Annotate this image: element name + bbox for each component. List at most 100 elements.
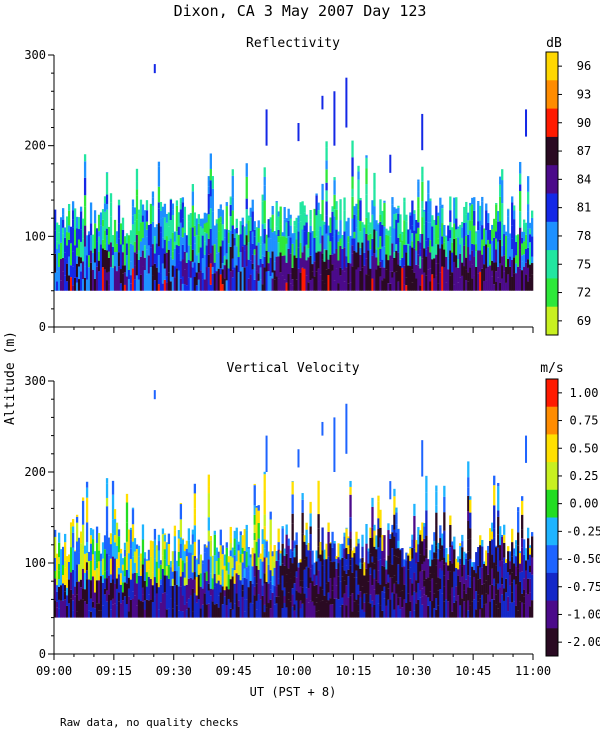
field-cell — [459, 545, 462, 559]
field-cell — [309, 219, 312, 226]
field-cell — [187, 607, 191, 618]
field-cell — [499, 239, 502, 264]
field-cell — [69, 277, 73, 291]
field-cell — [145, 560, 149, 573]
field-cell — [397, 222, 400, 238]
field-cell — [197, 223, 200, 236]
field-cell — [95, 562, 99, 569]
field-cell — [85, 604, 89, 618]
field-cell — [345, 221, 348, 231]
field-cell — [79, 587, 83, 600]
field-cell — [309, 209, 312, 220]
field-cell — [483, 264, 486, 281]
field-cell — [91, 529, 95, 540]
field-cell — [257, 228, 260, 243]
field-cell — [125, 583, 129, 605]
field-cell — [473, 562, 476, 571]
field-cell — [191, 579, 195, 589]
field-cell — [385, 560, 388, 570]
field-cell — [501, 256, 504, 266]
field-cell — [143, 222, 147, 246]
field-cell — [431, 246, 434, 260]
field-cell — [323, 572, 326, 596]
field-cell — [133, 562, 137, 573]
field-cell — [515, 566, 518, 576]
field-cell — [243, 529, 246, 546]
field-cell — [133, 207, 137, 215]
field-cell — [207, 180, 210, 187]
field-cell — [363, 611, 366, 618]
field-cell — [255, 227, 258, 246]
field-cell — [459, 605, 462, 618]
field-cell — [277, 560, 280, 579]
field-cell — [91, 252, 95, 270]
field-cell — [181, 237, 185, 245]
field-cell — [331, 206, 334, 212]
field-cell — [473, 210, 476, 226]
field-cell — [115, 605, 119, 618]
field-cell — [297, 247, 300, 269]
field-cell — [295, 279, 298, 291]
field-cell — [261, 194, 264, 202]
field-cell — [479, 226, 482, 251]
field-cell — [411, 539, 414, 548]
field-cell — [427, 605, 430, 618]
field-cell — [61, 257, 65, 272]
field-cell — [437, 605, 440, 618]
field-cell — [315, 602, 318, 612]
field-cell — [241, 584, 244, 591]
field-cell — [395, 548, 398, 557]
field-cell — [317, 210, 320, 231]
field-cell — [131, 524, 135, 542]
field-cell — [191, 191, 195, 206]
field-cell — [437, 548, 440, 560]
field-cell — [177, 234, 181, 247]
field-cell — [381, 280, 384, 291]
field-cell — [439, 248, 442, 273]
field-cell — [57, 224, 61, 233]
field-cell — [293, 541, 296, 549]
field-cell — [221, 604, 224, 618]
field-cell — [511, 260, 514, 277]
field-cell — [305, 544, 308, 557]
field-cell — [529, 242, 532, 265]
field-cell — [473, 599, 476, 618]
field-cell — [419, 554, 422, 572]
field-cell — [445, 553, 448, 563]
field-cell — [301, 208, 304, 230]
field-cell — [287, 592, 290, 600]
field-cell — [83, 589, 87, 602]
field-cell — [167, 608, 171, 618]
field-cell — [127, 270, 131, 280]
field-cell — [249, 217, 252, 231]
field-cell — [293, 232, 296, 256]
field-cell — [165, 594, 169, 610]
field-cell — [425, 492, 428, 511]
field-cell — [54, 557, 57, 571]
field-cell — [305, 215, 308, 223]
field-cell — [59, 223, 63, 243]
field-cell — [261, 255, 264, 264]
colorbar-label: -0.25 — [566, 524, 600, 538]
field-cell — [54, 230, 57, 254]
field-cell — [399, 574, 402, 592]
field-cell — [305, 214, 308, 216]
field-cell — [97, 550, 101, 562]
field-cell — [255, 541, 258, 566]
field-cell — [223, 565, 226, 591]
field-cell — [251, 603, 254, 618]
field-cell — [197, 279, 200, 291]
field-cell — [357, 209, 360, 221]
field-cell — [239, 271, 242, 291]
field-cell — [163, 279, 167, 291]
field-cell — [367, 234, 370, 241]
field-cell — [173, 585, 177, 603]
field-cell — [71, 266, 75, 286]
field-cell — [461, 547, 464, 567]
field-cell — [439, 227, 442, 249]
field-cell — [459, 244, 462, 254]
field-cell — [385, 228, 388, 235]
field-cell — [423, 523, 426, 527]
field-cell — [231, 225, 234, 234]
field-cell — [255, 609, 258, 618]
